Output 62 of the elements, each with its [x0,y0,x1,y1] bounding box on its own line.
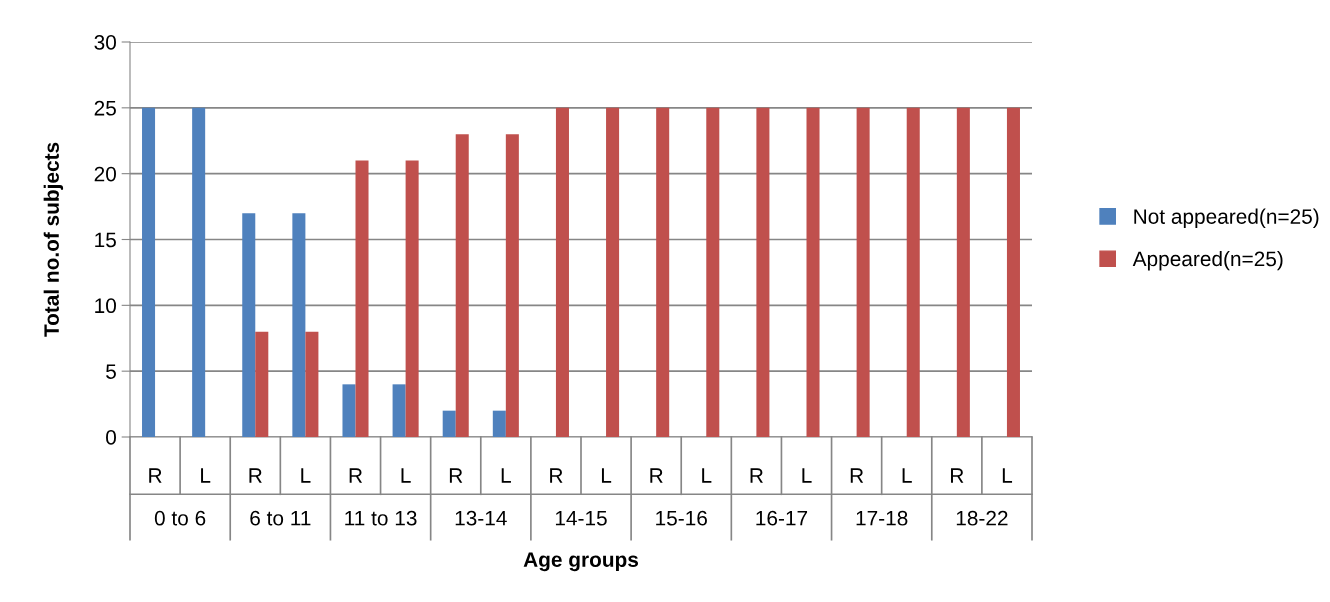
text: 18-22 [956,510,1008,526]
x-tick-label: R [650,468,663,483]
bar [255,331,269,437]
bar [242,213,256,437]
x-tick-label: L [301,468,311,483]
bar [142,107,156,437]
bar [706,107,720,437]
x-tick-label: R [249,468,262,483]
bar [606,107,620,437]
y-axis-title: Total no.of subjects [43,142,64,337]
bar [305,331,319,437]
bar [292,213,306,437]
x-tick-label: L [501,468,511,483]
y-tick-label: 5 [106,364,116,379]
bar [355,160,369,437]
y-tick-label: 30 [94,35,116,50]
x-tick-label: L [702,468,712,483]
bar [392,384,406,437]
x-axis-title: Age groups [523,552,639,572]
bar [1006,107,1020,437]
x-tick-label: R [149,468,162,483]
x-tick-label: R [951,468,964,483]
y-tick-label: 25 [94,100,116,116]
x-tick-label: L [802,468,812,483]
bar [505,134,519,437]
bar [856,107,870,437]
text: 14-15 [555,511,607,526]
bar [192,107,206,437]
text: 13-14 [455,510,507,526]
legend-label: Appeared(n=25) [1132,250,1283,271]
bar [806,107,820,437]
text: 11 to 13 [345,510,417,526]
x-tick-label: R [449,468,463,483]
bar [455,134,469,437]
bar [656,107,670,437]
y-tick-label: 0 [106,430,116,445]
text: 6 to 11 [250,510,311,526]
text: 0 to 6 [154,510,206,526]
bar [906,107,920,437]
x-tick-label: R [850,468,864,483]
bar [555,107,569,437]
bar [756,107,770,437]
x-tick-label: L [401,468,411,483]
bar [492,410,506,437]
y-tick-label: 10 [95,298,116,314]
x-tick-label: L [601,468,612,483]
bar [956,107,970,437]
text: 16-17 [756,510,808,526]
x-tick-label: R [550,468,563,483]
y-tick-label: 20 [94,166,116,182]
bar [442,410,456,437]
x-tick-label: L [902,468,912,483]
legend-label: Not appeared(n=25) [1134,208,1319,229]
bar [342,384,356,437]
text: 17-18 [856,510,908,526]
bar [405,160,419,437]
x-tick-label: R [750,468,763,483]
text: 15-16 [656,510,707,526]
x-tick-label: L [1002,468,1013,483]
x-tick-label: R [349,468,363,483]
x-tick-label: L [201,468,211,483]
y-tick-label: 15 [95,232,116,248]
